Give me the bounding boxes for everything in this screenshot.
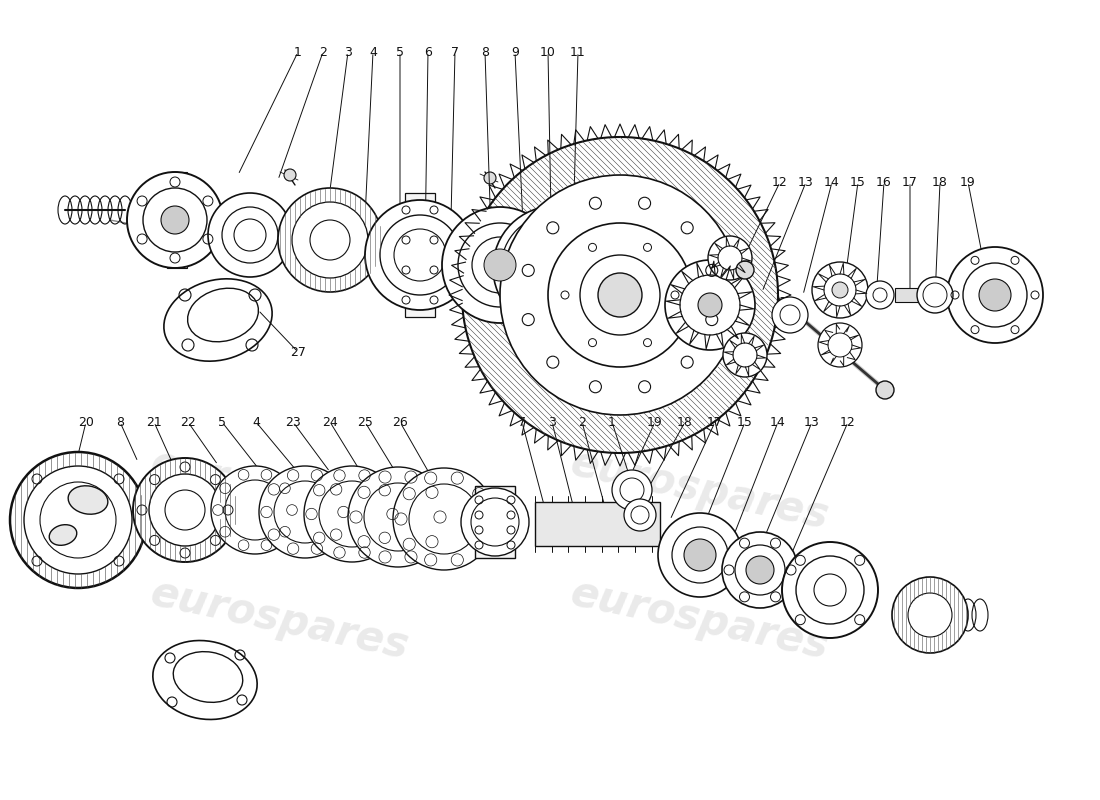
Circle shape	[876, 381, 894, 399]
Circle shape	[782, 542, 878, 638]
Circle shape	[722, 532, 798, 608]
Circle shape	[208, 193, 292, 277]
Text: 7: 7	[451, 46, 459, 58]
Text: 18: 18	[932, 175, 948, 189]
Circle shape	[442, 207, 558, 323]
Text: 12: 12	[840, 415, 856, 429]
Bar	[167, 172, 187, 268]
Text: 2: 2	[579, 415, 586, 429]
Bar	[405, 193, 435, 317]
Text: 22: 22	[180, 415, 196, 429]
Circle shape	[348, 467, 448, 567]
Text: eurospares: eurospares	[566, 442, 833, 538]
Circle shape	[484, 249, 516, 281]
Text: 26: 26	[392, 415, 408, 429]
Circle shape	[658, 513, 742, 597]
Text: 8: 8	[481, 46, 490, 58]
Text: 1: 1	[294, 46, 301, 58]
Text: 15: 15	[850, 175, 866, 189]
Circle shape	[772, 297, 808, 333]
Circle shape	[832, 282, 848, 298]
Text: eurospares: eurospares	[147, 572, 414, 668]
Bar	[535, 502, 660, 546]
Text: 20: 20	[78, 415, 94, 429]
Text: 17: 17	[707, 415, 723, 429]
Circle shape	[10, 452, 146, 588]
Circle shape	[393, 468, 495, 570]
Text: 14: 14	[770, 415, 785, 429]
Text: 13: 13	[804, 415, 820, 429]
Circle shape	[723, 333, 767, 377]
Circle shape	[917, 277, 953, 313]
Circle shape	[161, 206, 189, 234]
Text: 8: 8	[116, 415, 124, 429]
Text: 23: 23	[285, 415, 301, 429]
Circle shape	[684, 539, 716, 571]
Text: 27: 27	[290, 346, 306, 358]
Circle shape	[666, 260, 755, 350]
Text: 11: 11	[570, 46, 586, 58]
Circle shape	[258, 466, 351, 558]
Text: 21: 21	[146, 415, 162, 429]
Text: 2: 2	[319, 46, 327, 58]
Text: 14: 14	[824, 175, 840, 189]
Circle shape	[126, 172, 223, 268]
Text: 25: 25	[358, 415, 373, 429]
Text: 19: 19	[647, 415, 663, 429]
Circle shape	[462, 137, 778, 453]
Ellipse shape	[50, 525, 77, 546]
Circle shape	[624, 499, 656, 531]
Text: 10: 10	[540, 46, 556, 58]
Circle shape	[284, 169, 296, 181]
Text: 12: 12	[772, 175, 788, 189]
Circle shape	[211, 466, 299, 554]
Text: 13: 13	[799, 175, 814, 189]
Circle shape	[698, 293, 722, 317]
Text: 19: 19	[960, 175, 976, 189]
Circle shape	[598, 273, 642, 317]
Text: 4: 4	[252, 415, 260, 429]
Text: 16: 16	[876, 175, 892, 189]
Circle shape	[892, 577, 968, 653]
Circle shape	[818, 323, 862, 367]
Text: 5: 5	[396, 46, 404, 58]
Circle shape	[278, 188, 382, 292]
Text: 17: 17	[902, 175, 917, 189]
Text: 3: 3	[344, 46, 352, 58]
Text: 5: 5	[218, 415, 226, 429]
Circle shape	[979, 279, 1011, 311]
Circle shape	[746, 556, 774, 584]
Ellipse shape	[68, 486, 108, 514]
Text: eurospares: eurospares	[566, 572, 833, 668]
Bar	[895, 288, 918, 302]
Circle shape	[866, 281, 894, 309]
Ellipse shape	[153, 641, 257, 719]
Circle shape	[461, 488, 529, 556]
Text: 9: 9	[512, 46, 519, 58]
Text: eurospares: eurospares	[147, 442, 414, 538]
Circle shape	[947, 247, 1043, 343]
Ellipse shape	[164, 279, 272, 361]
Text: 18: 18	[678, 415, 693, 429]
Text: 6: 6	[425, 46, 432, 58]
Circle shape	[304, 466, 400, 562]
Circle shape	[133, 458, 236, 562]
Text: 7: 7	[518, 415, 526, 429]
Circle shape	[708, 236, 752, 280]
Text: 1: 1	[608, 415, 616, 429]
Circle shape	[500, 175, 740, 415]
Text: 3: 3	[548, 415, 556, 429]
Circle shape	[493, 206, 617, 330]
Text: 4: 4	[370, 46, 377, 58]
Circle shape	[736, 261, 754, 279]
Circle shape	[812, 262, 868, 318]
Circle shape	[484, 172, 496, 184]
Text: 15: 15	[737, 415, 752, 429]
Circle shape	[612, 470, 652, 510]
Circle shape	[365, 200, 475, 310]
Bar	[475, 486, 515, 558]
Text: 24: 24	[322, 415, 338, 429]
